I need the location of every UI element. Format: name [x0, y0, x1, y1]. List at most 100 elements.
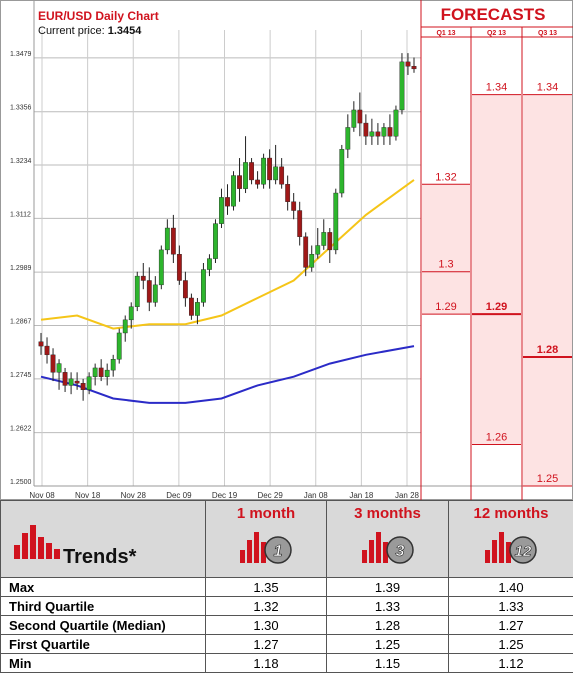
candle-body [243, 162, 248, 189]
current-price-value: 1.3454 [108, 25, 143, 37]
row-value: 1.27 [205, 634, 327, 654]
badge-number: 3 [395, 543, 404, 560]
row-value: 1.40 [448, 577, 573, 597]
row-label: Third Quartile [0, 596, 206, 616]
calendar-badge-icon: 1 [240, 532, 292, 564]
forecasts-title: FORECASTS [441, 5, 546, 24]
forecast-level-label: 1.29 [435, 301, 456, 313]
trends-row-min: Min 1.18 1.15 1.12 [0, 653, 573, 673]
candle-body [381, 127, 387, 137]
candle-body [207, 258, 212, 270]
badge-number: 1 [274, 543, 283, 560]
forecast-level-label: 1.34 [486, 82, 507, 94]
row-value: 1.39 [326, 577, 449, 597]
candle-body [80, 383, 86, 391]
row-value: 1.33 [448, 596, 573, 616]
forecast-level-label: 1.32 [435, 171, 456, 183]
forecast-range [472, 94, 521, 445]
trend-col-1m: 1 month 1 [205, 500, 327, 578]
candle-body [128, 306, 134, 321]
x-tick-label: Nov 18 [75, 491, 101, 500]
current-price-label: Current price: [38, 25, 105, 37]
candle-body [140, 275, 146, 281]
forecast-quarter-label: Q1 13 [436, 30, 455, 37]
y-tick-label: 1.2500 [10, 479, 32, 486]
candle-body [164, 227, 170, 251]
candle-body [405, 61, 411, 67]
candle-body [182, 280, 188, 299]
forecast-quarter-label: Q3 13 [538, 30, 557, 37]
candle-body [309, 254, 315, 268]
candle-body [74, 380, 80, 384]
x-tick-label: Dec 29 [257, 491, 283, 500]
x-tick-label: Jan 28 [395, 491, 420, 500]
trends-row-first-quartile: First Quartile 1.27 1.25 1.25 [0, 634, 573, 654]
badge-number: 12 [515, 543, 532, 560]
trends-row-median: Second Quartile (Median) 1.30 1.28 1.27 [0, 615, 573, 635]
candle-body [110, 358, 116, 371]
row-label: Max [0, 577, 206, 597]
row-label: Second Quartile (Median) [0, 615, 206, 635]
candle-body [219, 197, 224, 224]
row-value: 1.32 [205, 596, 327, 616]
trend-col-title: 1 month [236, 505, 296, 522]
candle-body [267, 157, 273, 181]
candle-body [363, 122, 369, 137]
price-chart: Q1 13 1.32 1.3 1.29 Q2 13 1.34 1.29 1.26 Q3 13 1.… [0, 0, 573, 500]
row-value: 1.30 [205, 615, 327, 635]
row-value: 1.12 [448, 653, 573, 673]
candle-body [315, 245, 321, 255]
candle-body [375, 131, 381, 137]
candle-body [152, 284, 158, 303]
candle-body [189, 297, 194, 316]
candle-body [176, 254, 182, 281]
moving-average-long [40, 345, 415, 404]
candle-body [170, 227, 176, 255]
forecast-quarter-label: Q2 13 [487, 30, 506, 37]
candle-body [321, 232, 327, 246]
y-tick-label: 1.3356 [10, 105, 32, 112]
trend-col-12m: 12 months 12 [448, 500, 573, 578]
forecast-level-label: 1.26 [486, 431, 507, 443]
row-value: 1.25 [326, 634, 449, 654]
candle-body [146, 280, 152, 303]
bar-chart-icon [14, 525, 60, 559]
chart-title: EUR/USD Daily Chart [38, 9, 159, 23]
y-tick-label: 1.3112 [10, 211, 31, 218]
calendar-badge-icon: 3 [361, 532, 414, 564]
candle-body [104, 369, 110, 377]
candle-body [333, 192, 339, 251]
x-tick-label: Jan 08 [304, 491, 329, 500]
candle-body [369, 131, 375, 137]
candle-body [44, 345, 50, 356]
calendar-badge-icon: 12 [485, 532, 537, 564]
y-tick-label: 1.3479 [10, 51, 32, 58]
candle-body [273, 166, 279, 181]
trends-title: Trends* [63, 546, 137, 568]
forecast-level-label: 1.34 [537, 82, 558, 94]
row-value: 1.27 [448, 615, 573, 635]
candle-body [86, 376, 92, 391]
row-value: 1.25 [448, 634, 573, 654]
y-tick-label: 1.2989 [10, 265, 32, 272]
candle-body [411, 66, 417, 70]
x-tick-label: Dec 19 [212, 491, 238, 500]
candle-body [92, 367, 98, 377]
forecast-level-label: 1.25 [537, 473, 558, 485]
candle-body [201, 269, 206, 303]
candle-body [68, 378, 74, 386]
current-price-line: Current price: 1.3454 [38, 25, 142, 37]
candle-body [351, 109, 357, 128]
candle-body [116, 332, 122, 360]
candle-body [261, 157, 266, 185]
row-value: 1.35 [205, 577, 327, 597]
candle-body [357, 109, 363, 124]
candle-body [158, 249, 164, 286]
candle-body [195, 302, 200, 316]
forecast-range [422, 184, 470, 315]
candle-body [62, 372, 68, 386]
candle-body [387, 127, 393, 137]
forecast-range [523, 94, 572, 486]
candle-body [327, 232, 333, 251]
